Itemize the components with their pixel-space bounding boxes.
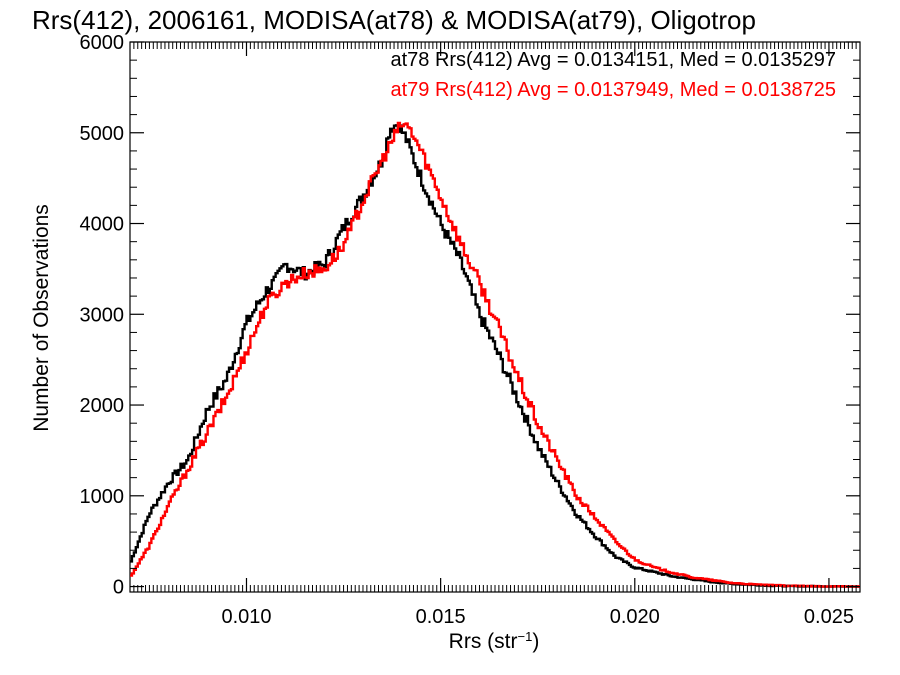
series-line-at79 — [130, 121, 860, 588]
x-axis-title-close: ) — [532, 630, 539, 653]
plot-area: 0.010 0.015 0.020 0.025 0 1000 2000 3000 4000 50… — [80, 32, 861, 628]
x-tick-label: 0.025 — [804, 606, 854, 628]
y-tick-label: 2000 — [80, 395, 125, 417]
legend: at78 Rrs(412) Avg = 0.0134151, Med = 0.0… — [390, 49, 836, 101]
y-tick-label: 4000 — [80, 214, 125, 236]
x-axis-ticks: 0.010 0.015 0.020 0.025 — [133, 42, 857, 628]
x-tick-label: 0.010 — [221, 606, 271, 628]
legend-entry-at78: at78 Rrs(412) Avg = 0.0134151, Med = 0.0… — [390, 49, 836, 71]
chart-title: Rrs(412), 2006161, MODISA(at78) & MODISA… — [32, 5, 756, 35]
y-tick-label: 5000 — [80, 123, 125, 145]
y-tick-label: 6000 — [80, 32, 125, 54]
x-tick-label: 0.020 — [610, 606, 660, 628]
x-axis-title: Rrs (str−1) — [449, 629, 540, 653]
x-axis-title-main: Rrs (str — [449, 630, 518, 653]
y-tick-label: 1000 — [80, 486, 125, 508]
y-axis-ticks: 0 1000 2000 3000 4000 5000 6000 — [80, 32, 860, 599]
series-layer — [130, 121, 860, 588]
y-tick-label: 0 — [113, 577, 124, 599]
x-tick-label: 0.015 — [416, 606, 466, 628]
series-line-at78 — [130, 124, 860, 588]
legend-entry-at79: at79 Rrs(412) Avg = 0.0137949, Med = 0.0… — [390, 79, 836, 101]
x-axis-title-superscript: −1 — [518, 629, 533, 644]
y-tick-label: 3000 — [80, 304, 125, 326]
y-axis-title: Number of Observations — [30, 204, 53, 432]
